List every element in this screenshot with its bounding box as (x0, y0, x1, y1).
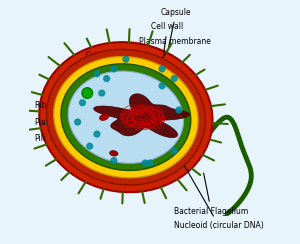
Circle shape (147, 160, 153, 166)
Circle shape (94, 71, 100, 77)
Text: Plasma membrane: Plasma membrane (139, 37, 211, 64)
Ellipse shape (68, 71, 184, 163)
Circle shape (142, 160, 148, 166)
Text: Nucleoid (circular DNA): Nucleoid (circular DNA) (164, 129, 264, 230)
Text: Pili: Pili (34, 134, 56, 143)
Circle shape (171, 76, 177, 81)
Circle shape (82, 88, 93, 98)
Circle shape (176, 107, 182, 113)
Circle shape (75, 119, 80, 125)
Text: Ribosomes: Ribosomes (34, 101, 76, 110)
Text: Capsule: Capsule (161, 8, 191, 47)
Circle shape (80, 100, 85, 106)
Circle shape (111, 158, 117, 163)
Circle shape (159, 83, 165, 89)
Polygon shape (94, 94, 190, 138)
Ellipse shape (110, 151, 118, 156)
Text: Bacterial Flagellum: Bacterial Flagellum (174, 173, 248, 216)
Ellipse shape (61, 64, 191, 171)
Circle shape (87, 143, 93, 149)
Ellipse shape (100, 114, 109, 121)
Ellipse shape (46, 49, 205, 185)
Circle shape (159, 66, 165, 72)
Text: Plasmid: Plasmid (34, 95, 78, 126)
Circle shape (123, 56, 129, 62)
Circle shape (111, 66, 117, 72)
Text: Cytoplasm: Cytoplasm (86, 51, 127, 81)
Text: Cell wall: Cell wall (151, 22, 184, 54)
Circle shape (99, 90, 105, 96)
Circle shape (94, 131, 100, 137)
Circle shape (171, 148, 177, 154)
Circle shape (104, 76, 110, 81)
Ellipse shape (39, 42, 212, 192)
Ellipse shape (54, 57, 198, 178)
